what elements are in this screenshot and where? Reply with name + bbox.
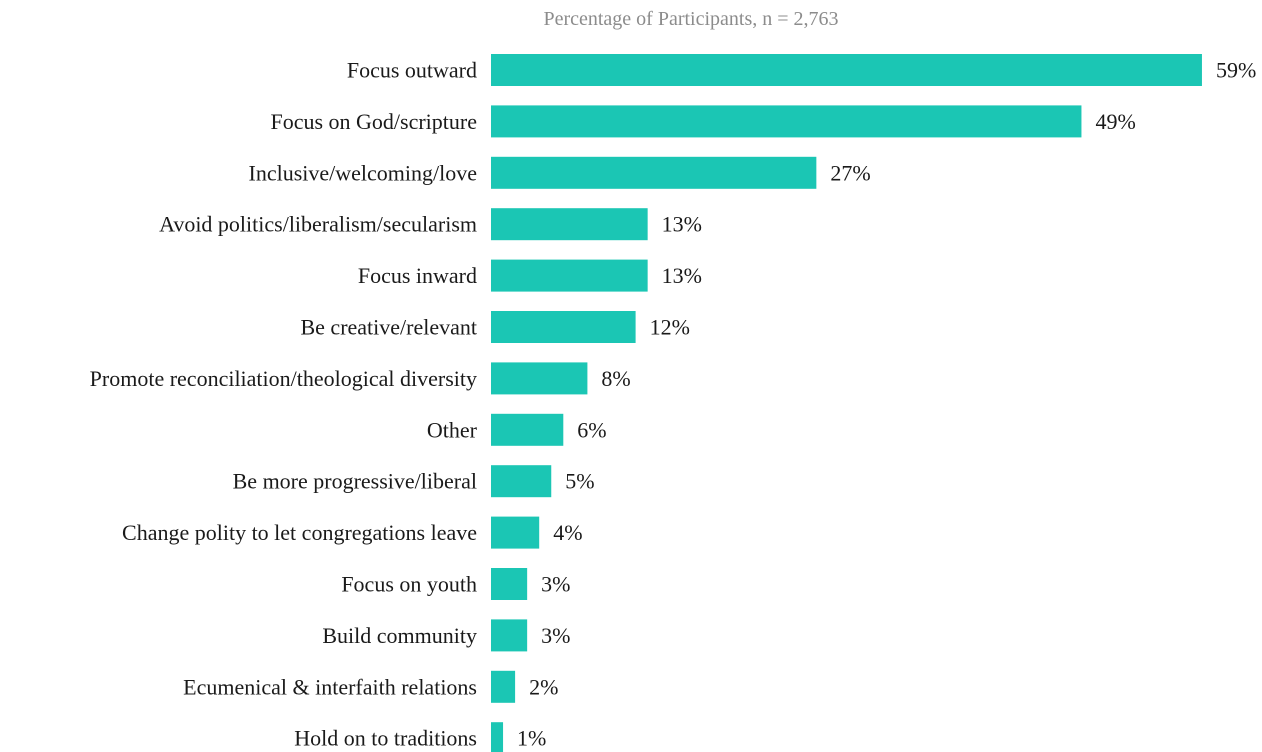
bar-focus-on-youth [491,568,528,600]
category-label: Focus inward [358,263,477,288]
value-label: 5% [565,469,594,494]
category-label: Focus outward [347,58,477,83]
category-label: Focus on God/scripture [270,109,477,134]
category-label: Build community [322,623,477,648]
value-label: 13% [662,263,702,288]
value-label: 3% [541,623,570,648]
bar-focus-on-god-scripture [491,105,1082,138]
category-label: Promote reconciliation/theological diver… [90,366,477,391]
value-label: 13% [662,212,702,237]
bar-other [491,413,564,446]
category-label: Be more progressive/liberal [233,469,477,494]
bar-ecumenical-interfaith-relations [491,670,516,703]
category-label: Other [427,417,478,442]
category-label: Be creative/relevant [300,315,477,340]
bar-hold-on-to-traditions [491,722,504,752]
value-label: 49% [1095,109,1135,134]
category-label: Focus on youth [341,572,477,597]
value-label: 3% [541,572,570,597]
chart-title: Percentage of Participants, n = 2,763 [543,8,839,30]
value-label: 6% [577,417,606,442]
bar-focus-outward [491,54,1202,86]
bar-build-community [491,619,528,652]
category-label: Ecumenical & interfaith relations [183,674,477,699]
value-label: 1% [517,726,546,751]
bar-be-creative-relevant [491,311,636,343]
bar-focus-inward [491,259,648,292]
bar-change-polity-to-let-congregations-leave [491,516,540,549]
category-label: Avoid politics/liberalism/secularism [159,212,477,237]
value-label: 59% [1216,58,1256,83]
value-label: 27% [830,160,870,185]
bar-inclusive-welcoming-love [491,156,817,189]
value-label: 8% [601,366,630,391]
bar-be-more-progressive-liberal [491,465,552,498]
category-label: Hold on to traditions [294,726,477,751]
category-label: Inclusive/welcoming/love [249,160,478,185]
value-label: 4% [553,520,582,545]
category-label: Change polity to let congregations leave [122,520,477,545]
bar-promote-reconciliation-theological-diversity [491,362,588,395]
bar-avoid-politics-liberalism-secularism [491,208,648,241]
value-label: 12% [650,315,690,340]
value-label: 2% [529,674,558,699]
